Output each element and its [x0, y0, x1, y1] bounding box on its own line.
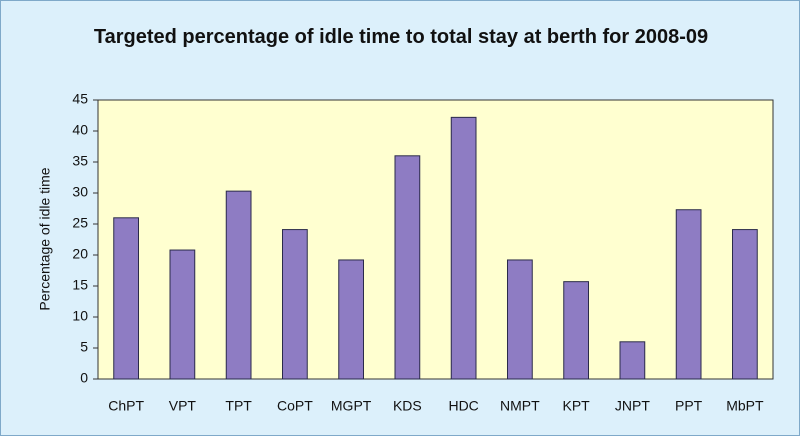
chart-title: Targeted percentage of idle time to tota… [93, 26, 709, 48]
y-axis-label: Percentage of idle time [37, 167, 53, 310]
bar [225, 190, 252, 380]
y-tick-label: 30 [72, 184, 88, 200]
bar [169, 249, 196, 380]
x-tick-label: NMPT [500, 398, 540, 414]
bar [113, 217, 139, 380]
y-tick-label: 10 [72, 308, 88, 324]
bar [450, 116, 477, 380]
plot-area [97, 99, 774, 380]
y-tick-label: 25 [72, 215, 88, 231]
x-tick-label: TPT [225, 398, 252, 414]
bar [732, 229, 758, 380]
y-tick-label: 5 [80, 339, 88, 355]
x-tick-label: CoPT [277, 398, 313, 414]
x-tick-label: KDS [393, 398, 422, 414]
y-tick-label: 0 [80, 370, 88, 386]
x-tick-label: MGPT [331, 398, 372, 414]
x-tick-label: ChPT [108, 398, 144, 414]
bar [282, 229, 308, 380]
y-tick-label: 15 [72, 277, 88, 293]
x-tick-label: HDC [448, 398, 478, 414]
x-tick-label: VPT [169, 398, 197, 414]
x-tick-label: JNPT [615, 398, 650, 414]
y-tick-label: 40 [72, 122, 88, 138]
y-tick-label: 35 [72, 153, 88, 169]
y-tick-label: 20 [72, 246, 88, 262]
bar [507, 259, 533, 380]
x-tick-label: MbPT [726, 398, 764, 414]
bar [619, 341, 646, 380]
x-tick-label: KPT [563, 398, 591, 414]
bar [338, 259, 364, 380]
x-tick-label: PPT [675, 398, 703, 414]
bar [563, 281, 589, 380]
y-tick-label: 45 [72, 91, 88, 107]
bar [675, 209, 702, 380]
bar [394, 155, 421, 380]
